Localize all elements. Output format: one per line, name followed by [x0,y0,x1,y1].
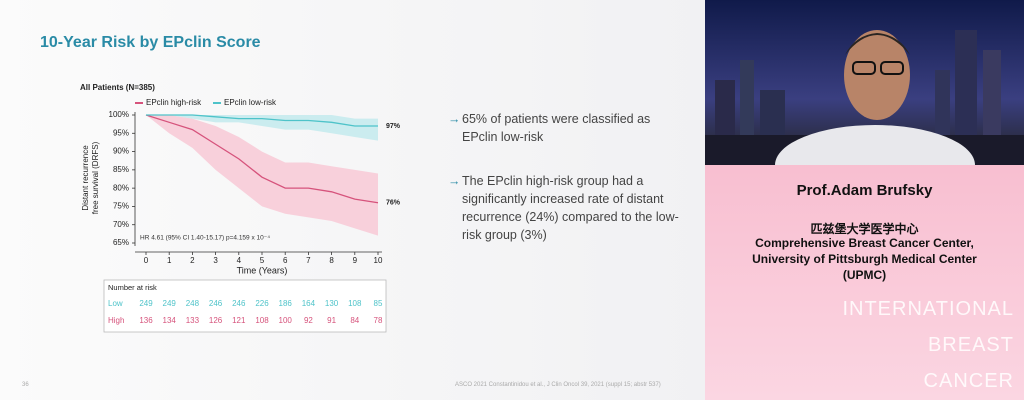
affiliation: 匹兹堡大学医学中心 [810,222,919,236]
y-tick-label: 95% [113,128,129,137]
x-tick-label: 8 [329,256,334,265]
affiliation: (UPMC) [842,268,887,282]
y-tick-label: 80% [113,183,129,192]
speaker-panel: Prof.Adam Brufsky 匹兹堡大学医学中心 Comprehensiv… [705,0,1024,400]
risk-count: 248 [186,299,200,308]
y-tick-label: 90% [113,147,129,156]
risk-count: 78 [374,316,383,325]
y-tick-label: 65% [113,238,129,247]
risk-count: 246 [209,299,223,308]
risk-row-label: Low [108,299,123,308]
risk-count: 226 [255,299,269,308]
bullet: The EPclin high-risk group had a signifi… [448,172,687,244]
x-tick-label: 4 [237,256,242,265]
y-axis-label: free survival (DRFS) [91,141,100,214]
affiliation: University of Pittsburgh Medical Center [752,252,977,266]
risk-count: 134 [163,316,177,325]
y-tick-label: 100% [109,110,129,119]
risk-count: 136 [139,316,153,325]
x-tick-label: 2 [190,256,195,265]
x-tick-label: 6 [283,256,288,265]
risk-count: 92 [304,316,313,325]
chart: All Patients (N=385) Time (Years) Distan… [80,83,401,333]
y-tick-label: 85% [113,165,129,174]
legend-label: EPclin low-risk [224,98,277,107]
x-tick-label: 3 [213,256,218,265]
risk-count: 246 [232,299,246,308]
survival-line [146,114,378,127]
risk-count: 249 [139,299,153,308]
y-tick-label: 70% [113,220,129,229]
x-tick-label: 7 [306,256,311,265]
x-tick-label: 5 [260,256,265,265]
chart-title: All Patients (N=385) [80,83,155,92]
speaker-video [705,0,1024,165]
y-axis-label: Distant recurrence [81,145,90,211]
y-tick-label: 75% [113,202,129,211]
risk-count: 133 [186,316,200,325]
bullet: 65% of patients were classified as EPcli… [448,110,687,146]
speaker-name: Prof.Adam Brufsky [796,182,933,199]
x-tick-label: 1 [167,256,172,265]
risk-table-box [103,279,387,333]
x-tick-label: 10 [374,256,383,265]
slide: 10-Year Risk by EPclin Score All Patient… [0,0,705,400]
risk-table-title: Number at risk [108,283,157,292]
footer: ASCO 2021 Constantinidou et al., J Clin … [455,382,661,388]
risk-count: 100 [279,316,293,325]
x-tick-label: 9 [353,256,358,265]
risk-count: 130 [325,299,339,308]
legend-label: EPclin high-risk [146,98,202,107]
watermark: CANCER [923,370,1014,392]
watermark: INTERNATIONAL [842,298,1014,320]
risk-count: 186 [279,299,293,308]
end-label: 76% [386,200,401,207]
risk-count: 84 [350,316,359,325]
page-number: 36 [22,382,29,388]
annotation: HR 4.61 (95% CI 1.40-15.17) p=4.159 x 10… [140,235,270,242]
risk-row-label: High [108,316,124,325]
slide-title: 10-Year Risk by EPclin Score [40,34,261,51]
risk-count: 91 [327,316,336,325]
x-axis-label: Time (Years) [237,265,288,275]
risk-count: 108 [348,299,362,308]
risk-count: 126 [209,316,223,325]
risk-count: 164 [302,299,316,308]
end-label: 97% [386,123,401,130]
risk-count: 121 [232,316,246,325]
watermark: BREAST [927,334,1014,356]
confidence-band [146,115,378,236]
risk-count: 108 [255,316,269,325]
x-tick-label: 0 [144,256,149,265]
risk-count: 249 [163,299,177,308]
affiliation: Comprehensive Breast Cancer Center, [755,236,974,250]
risk-count: 85 [374,299,383,308]
survival-line [145,114,379,204]
